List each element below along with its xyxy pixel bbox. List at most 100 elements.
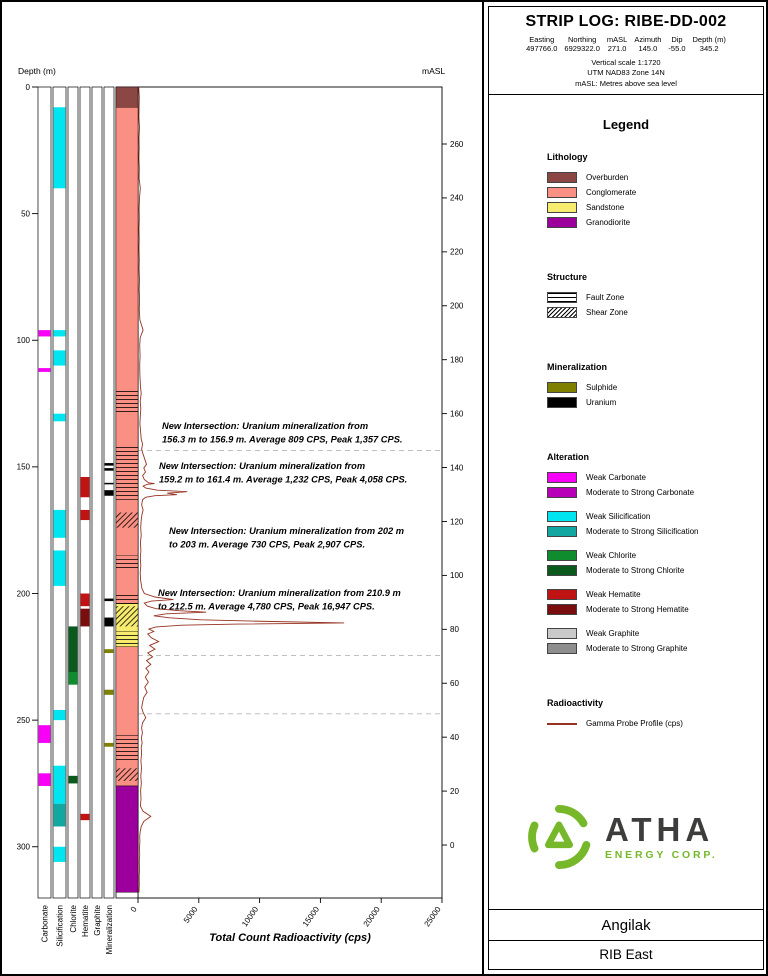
color-swatch — [547, 187, 577, 199]
legend-item-label: Moderate to Strong Silicification — [586, 527, 699, 537]
legend-item-label: Weak Chlorite — [586, 551, 637, 561]
atha-swirl-icon — [528, 804, 591, 870]
legend-section-title: Mineralization — [547, 362, 608, 373]
info-value: -55.0 — [668, 44, 686, 54]
legend-sections: Lithology Overburden Conglomerate Sandstone… — [489, 152, 763, 729]
svg-text:to 203 m. Average 730 CPS, Pea: to 203 m. Average 730 CPS, Peak 2,907 CP… — [169, 539, 365, 549]
svg-text:Hematite: Hematite — [81, 904, 90, 937]
cps-axis-title: Total Count Radioactivity (cps) — [209, 932, 371, 944]
svg-text:5000: 5000 — [182, 905, 200, 925]
legend-item-label: Moderate to Strong Hematite — [586, 605, 689, 615]
svg-text:Carbonate: Carbonate — [41, 904, 50, 942]
info-panel: STRIP LOG: RIBE-DD-002 Easting 497766.0 … — [482, 2, 766, 974]
logo-subtitle: ENERGY CORP. — [605, 849, 718, 862]
svg-text:25000: 25000 — [423, 905, 443, 929]
svg-text:200: 200 — [17, 589, 31, 598]
color-swatch — [547, 643, 577, 655]
color-swatch — [547, 397, 577, 409]
color-swatch — [547, 217, 577, 229]
info-label: Dip — [671, 35, 683, 44]
legend-group: Fault Zone Shear Zone — [547, 292, 757, 319]
svg-text:200: 200 — [450, 302, 464, 311]
depth-axis: 0 50 100 150 200 250 300 — [17, 83, 38, 852]
svg-text:150: 150 — [17, 463, 31, 472]
logo-text: ATHA ENERGY CORP. — [605, 813, 718, 861]
color-swatch — [547, 550, 577, 562]
legend-item: Fault Zone — [547, 292, 757, 304]
gamma-curve — [138, 86, 345, 893]
legend-group: Weak Graphite Moderate to Strong Graphite — [547, 628, 757, 655]
legend-item: Gamma Probe Profile (cps) — [547, 718, 757, 729]
depth-axis-title: Depth (m) — [18, 66, 56, 76]
svg-text:140: 140 — [450, 463, 464, 472]
info-label: Azimuth — [634, 35, 662, 44]
legend-item: Weak Hematite — [547, 589, 757, 601]
color-swatch — [547, 604, 577, 616]
legend-section: Radioactivity Gamma Probe Profile (cps) — [547, 698, 757, 729]
legend-item: Granodiorite — [547, 217, 757, 229]
legend-item: Moderate to Strong Carbonate — [547, 487, 757, 499]
color-swatch — [547, 472, 577, 484]
info-value: 271.0 — [607, 44, 627, 54]
color-swatch — [547, 628, 577, 640]
svg-text:250: 250 — [17, 716, 31, 725]
svg-text:60: 60 — [450, 679, 459, 688]
legend-item-label: Fault Zone — [586, 293, 625, 303]
legend-group: Gamma Probe Profile (cps) — [547, 718, 757, 729]
legend-item: Sulphide — [547, 382, 757, 394]
legend-group: Weak Silicification Moderate to Strong Si… — [547, 511, 757, 538]
legend-item: Weak Silicification — [547, 511, 757, 523]
svg-text:New Intersection: Uranium mine: New Intersection: Uranium mineralization… — [159, 461, 365, 471]
legend-item-label: Sandstone — [586, 203, 625, 213]
note-datum: UTM NAD83 Zone 14N — [587, 68, 665, 78]
legend-item: Weak Carbonate — [547, 472, 757, 484]
legend-section-title: Alteration — [547, 452, 590, 463]
legend-group: Overburden Conglomerate Sandstone Granodior… — [547, 172, 757, 229]
note-scale: Vertical scale 1:1720 — [591, 57, 661, 67]
log-header: STRIP LOG: RIBE-DD-002 Easting 497766.0 … — [489, 7, 763, 96]
cps-plot-area — [137, 86, 443, 899]
svg-text:Silicification: Silicification — [56, 905, 65, 947]
color-swatch — [547, 565, 577, 577]
legend-section: Lithology Overburden Conglomerate Sandstone… — [547, 152, 757, 229]
svg-text:0: 0 — [450, 841, 455, 850]
svg-text:260: 260 — [450, 140, 464, 149]
legend-item-label: Moderate to Strong Chlorite — [586, 566, 685, 576]
color-swatch — [547, 382, 577, 394]
svg-text:New Intersection: Uranium mine: New Intersection: Uranium mineralization… — [169, 526, 404, 536]
legend-section-title: Lithology — [547, 152, 588, 163]
svg-text:0: 0 — [26, 83, 31, 92]
legend-item-label: Overburden — [586, 173, 629, 183]
company-logo: ATHA ENERGY CORP. — [523, 801, 718, 873]
svg-text:100: 100 — [450, 571, 464, 580]
info-panel-frame: STRIP LOG: RIBE-DD-002 Easting 497766.0 … — [488, 6, 764, 970]
gamma-line — [547, 722, 577, 725]
intersection-annotations: New Intersection: Uranium mineralization… — [158, 421, 407, 612]
structure-overlays — [116, 388, 138, 781]
info-dip: Dip -55.0 — [668, 35, 685, 54]
legend-item: Moderate to Strong Silicification — [547, 526, 757, 538]
legend-item-label: Conglomerate — [586, 188, 637, 198]
legend-item-label: Moderate to Strong Carbonate — [586, 488, 695, 498]
masl-axis-title: mASL — [422, 66, 446, 76]
legend-item-label: Granodiorite — [586, 218, 631, 228]
legend-item: Moderate to Strong Hematite — [547, 604, 757, 616]
svg-text:120: 120 — [450, 517, 464, 526]
strip-log-canvas: Carbonate Silicification Chlorite Hematite G… — [17, 83, 464, 955]
legend-title: Legend — [602, 117, 650, 133]
svg-text:Chlorite: Chlorite — [69, 904, 78, 932]
svg-text:20: 20 — [450, 787, 459, 796]
fault-hatch-swatch — [547, 292, 577, 304]
info-value: 497766.0 — [526, 44, 558, 54]
svg-text:Graphite: Graphite — [93, 904, 102, 935]
svg-text:0: 0 — [129, 905, 139, 914]
svg-text:80: 80 — [450, 625, 459, 634]
legend-item: Sandstone — [547, 202, 757, 214]
legend-item: Conglomerate — [547, 187, 757, 199]
info-value: 6929322.0 — [564, 44, 600, 54]
info-masl: mASL 271.0 — [607, 35, 627, 54]
svg-text:180: 180 — [450, 355, 464, 364]
project-name: Angilak — [489, 910, 763, 941]
legend-item: Uranium — [547, 397, 757, 409]
